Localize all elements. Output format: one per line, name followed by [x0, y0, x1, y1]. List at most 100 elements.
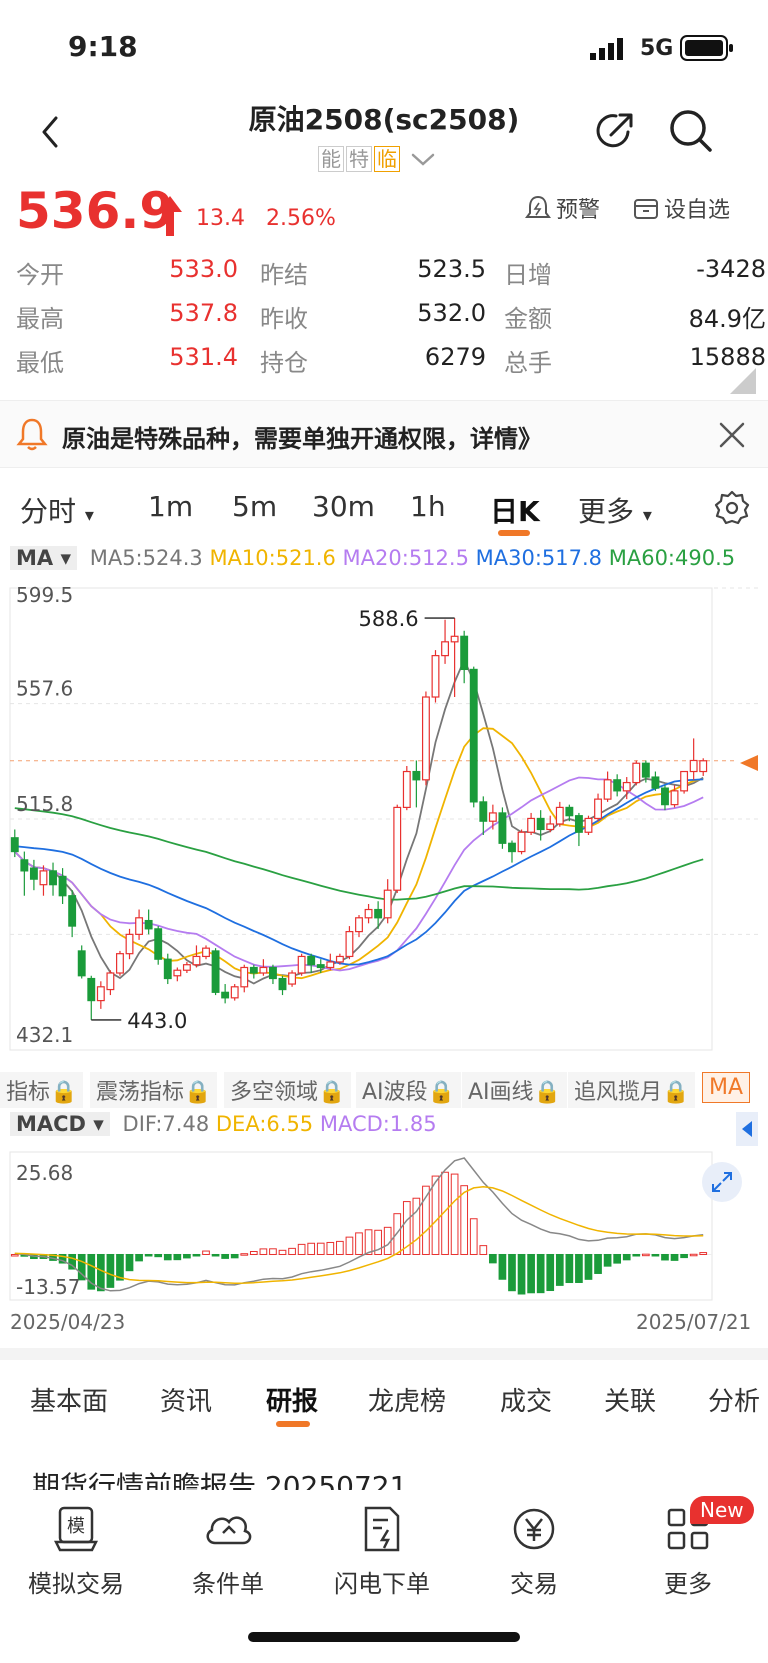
macd-bar	[393, 1213, 402, 1255]
macd-bar	[116, 1253, 124, 1281]
tab-news[interactable]: 资讯	[160, 1387, 213, 1417]
tab-trades[interactable]: 成交	[500, 1387, 553, 1417]
candle-body	[374, 908, 383, 919]
tab-intraday-label: 分时	[20, 495, 77, 528]
tab-analysis[interactable]: 分析	[708, 1387, 761, 1417]
candlestick-chart[interactable]: 599.5 557.6 515.8 432.1 588.6 443.0	[0, 584, 768, 1060]
back-icon[interactable]	[36, 112, 66, 152]
candle-body	[297, 955, 306, 974]
chevron-down-icon[interactable]	[410, 148, 436, 170]
tab-intraday[interactable]: 分时 ▾	[20, 490, 94, 530]
tool-oscillator[interactable]: 震荡指标🔒	[90, 1072, 218, 1108]
macd-bar	[173, 1253, 182, 1261]
tool-indicator[interactable]: 指标🔒	[0, 1072, 84, 1108]
macd-bar	[10, 1253, 19, 1257]
alert-button[interactable]: 预警	[524, 192, 600, 224]
tool-ma-active[interactable]: MA	[702, 1072, 751, 1103]
candle-body	[20, 859, 29, 872]
candle-body	[460, 635, 469, 671]
candle-body	[699, 760, 708, 773]
macd-bar	[632, 1253, 641, 1257]
candle-body	[355, 917, 363, 933]
macd-bar	[603, 1253, 612, 1267]
tab-research[interactable]: 研报	[266, 1387, 319, 1417]
nav-conditional-order[interactable]: 条件单	[168, 1504, 288, 1599]
candle-body	[479, 801, 488, 822]
candle-body	[87, 977, 96, 1002]
macd-bar	[355, 1232, 363, 1255]
macd-bar	[670, 1253, 679, 1261]
macd-value: MACD:1.85	[319, 1112, 437, 1136]
nav-flash-order[interactable]: 闪电下单	[322, 1504, 442, 1599]
candle-body	[555, 806, 564, 825]
tab-30m[interactable]: 30m	[312, 490, 375, 523]
macd-bar	[546, 1253, 555, 1292]
expand-corner-icon[interactable]	[730, 368, 756, 394]
settings-gear-icon[interactable]	[714, 490, 750, 526]
tool-bull-bear[interactable]: 多空领域🔒	[224, 1072, 352, 1108]
macd-bar	[498, 1253, 507, 1280]
nav-trade-label: 交易	[510, 1570, 558, 1598]
add-watchlist-button[interactable]: 设自选	[632, 192, 730, 224]
price-row: 536.9 13.4 2.56% 预警 设自选	[16, 182, 756, 242]
tab-dragon-tiger[interactable]: 龙虎榜	[368, 1387, 447, 1417]
stat-value-prev-close: 532.0	[417, 299, 486, 327]
macd-selector[interactable]: MACD ▾	[10, 1112, 110, 1136]
indicator-tools: 指标🔒 震荡指标🔒 多空领域🔒 AI波段🔒 AI画线🔒 追风揽月🔒 MA	[0, 1068, 768, 1108]
macd-chart[interactable]: 25.68 -13.57	[0, 1150, 768, 1305]
candle-body	[594, 798, 602, 820]
nav-sim-trade-label: 模拟交易	[28, 1570, 124, 1598]
dea-line	[14, 1186, 704, 1284]
arrow-up-icon	[156, 194, 184, 238]
candle-body	[641, 762, 650, 778]
candle-body	[221, 991, 230, 999]
macd-bar	[326, 1241, 335, 1255]
sim-trade-icon: 模	[54, 1506, 98, 1552]
stat-value-high: 537.8	[169, 299, 238, 327]
report-preview-title[interactable]: 期货行情前瞻报告 20250721	[32, 1470, 408, 1491]
notice-text[interactable]: 原油是特殊品种，需要单独开通权限，详情》	[62, 425, 542, 453]
nav-sim-trade[interactable]: 模 模拟交易	[16, 1504, 136, 1599]
macd-bar	[412, 1197, 421, 1255]
fullscreen-button[interactable]	[702, 1162, 742, 1202]
bell-alert-icon	[525, 195, 551, 218]
yen-coin-icon	[513, 1508, 555, 1550]
svg-text:模: 模	[67, 1516, 85, 1537]
candle-body	[661, 787, 669, 806]
tab-1h[interactable]: 1h	[410, 490, 446, 523]
last-price: 536.9	[16, 182, 175, 240]
macd-bar	[651, 1253, 660, 1257]
tab-daily-k[interactable]: 日K	[490, 495, 540, 528]
tool-ai-draw[interactable]: AI画线🔒	[462, 1072, 567, 1108]
tab-related[interactable]: 关联	[604, 1387, 657, 1417]
permission-notice[interactable]: 原油是特殊品种，需要单独开通权限，详情》	[0, 400, 768, 468]
nav-trade[interactable]: 交易	[474, 1504, 594, 1599]
candle-body	[125, 933, 134, 955]
tool-chase-wind[interactable]: 追风揽月🔒	[568, 1072, 696, 1108]
tab-5m[interactable]: 5m	[232, 490, 278, 523]
macd-bar	[249, 1251, 258, 1255]
tool-ai-band[interactable]: AI波段🔒	[356, 1072, 461, 1108]
ma10-value: MA10:521.6	[209, 546, 336, 570]
tab-more[interactable]: 更多 ▾	[578, 490, 652, 530]
candle-body	[488, 812, 497, 822]
status-bar: 9:18 5G	[0, 0, 768, 90]
share-icon[interactable]	[594, 108, 638, 152]
tag-special: 特	[346, 146, 372, 172]
cloud-icon	[206, 1516, 252, 1545]
stat-label-high: 最高	[16, 305, 64, 333]
macd-bar	[336, 1240, 344, 1255]
contract-tags: 能 特 临	[318, 146, 400, 172]
macd-bar	[555, 1253, 564, 1286]
ma-selector[interactable]: MA ▾	[10, 546, 78, 570]
tab-1m[interactable]: 1m	[148, 490, 194, 523]
macd-bar	[297, 1243, 306, 1255]
tab-fundamentals[interactable]: 基本面	[30, 1387, 109, 1417]
macd-bar	[106, 1253, 115, 1288]
stat-label-open: 今开	[16, 261, 64, 289]
search-icon[interactable]	[668, 108, 714, 154]
macd-bar	[221, 1253, 229, 1259]
collapse-left-icon[interactable]	[736, 1112, 758, 1146]
close-icon[interactable]	[718, 421, 746, 449]
candle-body	[603, 779, 612, 800]
